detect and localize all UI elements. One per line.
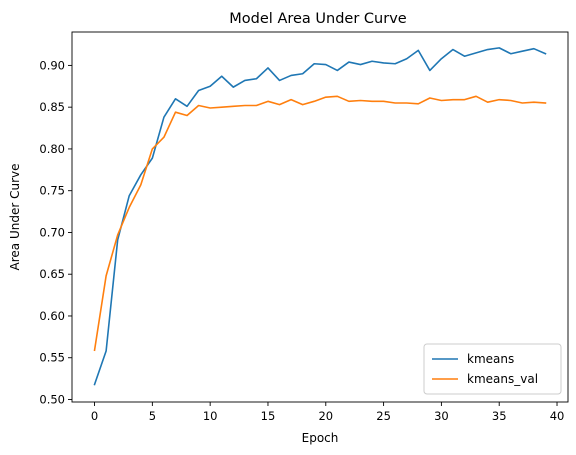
y-tick-label: 0.65 [39, 267, 65, 281]
y-tick-label: 0.75 [39, 184, 65, 198]
x-tick-label: 20 [318, 409, 333, 423]
x-tick-label: 25 [376, 409, 391, 423]
y-tick-label: 0.85 [39, 100, 65, 114]
legend: kmeans kmeans_val [423, 343, 562, 395]
x-tick-label: 0 [91, 409, 98, 423]
x-tick-label: 35 [492, 409, 507, 423]
series-line-kmeans-val [93, 95, 547, 352]
series-line-kmeans [93, 47, 547, 386]
y-tick-label: 0.55 [39, 351, 65, 365]
plot-frame [71, 31, 569, 403]
y-tick-label: 0.90 [39, 58, 65, 72]
plot-area [72, 32, 568, 402]
x-tick-label: 40 [550, 409, 565, 423]
chart-title: Model Area Under Curve [229, 11, 406, 27]
y-axis-label: Area Under Curve [8, 164, 22, 271]
x-tick-label: 10 [203, 409, 218, 423]
axes-layer: 0 5 10 15 20 25 30 35 40 0.50 0.55 0.60 0.65 0.70 0.75… [39, 31, 569, 423]
x-tick-label: 15 [261, 409, 276, 423]
legend-entry-label: kmeans [467, 352, 514, 366]
legend-entry-label: kmeans_val [467, 372, 538, 386]
legend-box [423, 343, 562, 395]
x-tick-label: 30 [434, 409, 449, 423]
y-tick-label: 0.60 [39, 309, 65, 323]
series-layer [93, 47, 547, 386]
x-axis-label: Epoch [302, 431, 339, 445]
y-tick-label: 0.50 [39, 392, 65, 406]
y-tick-label: 0.70 [39, 225, 65, 239]
y-tick-label: 0.80 [39, 142, 65, 156]
x-tick-label: 5 [149, 409, 156, 423]
